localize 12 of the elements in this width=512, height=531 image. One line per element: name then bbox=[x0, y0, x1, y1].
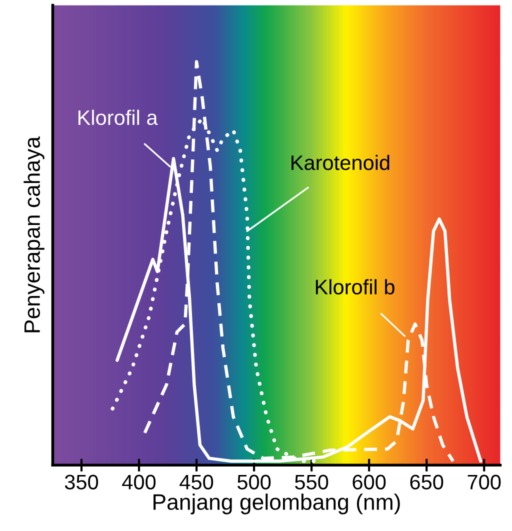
x-tick-label: 350 bbox=[64, 474, 98, 490]
x-axis-title: Panjang gelombang (nm) bbox=[154, 494, 400, 514]
x-tick-label: 600 bbox=[352, 474, 386, 490]
annotation: Klorofil b bbox=[316, 279, 394, 294]
x-tick-label: 500 bbox=[238, 474, 271, 490]
x-tick-label: 450 bbox=[180, 474, 214, 490]
y-axis-title: Penyerapan cahaya bbox=[24, 136, 44, 332]
x-tick-label: 550 bbox=[295, 474, 328, 490]
annotation: Klorofil a bbox=[78, 110, 158, 126]
x-tick-label: 650 bbox=[410, 474, 444, 490]
x-tick-label: 700 bbox=[468, 474, 501, 490]
x-tick-label: 400 bbox=[122, 474, 156, 490]
